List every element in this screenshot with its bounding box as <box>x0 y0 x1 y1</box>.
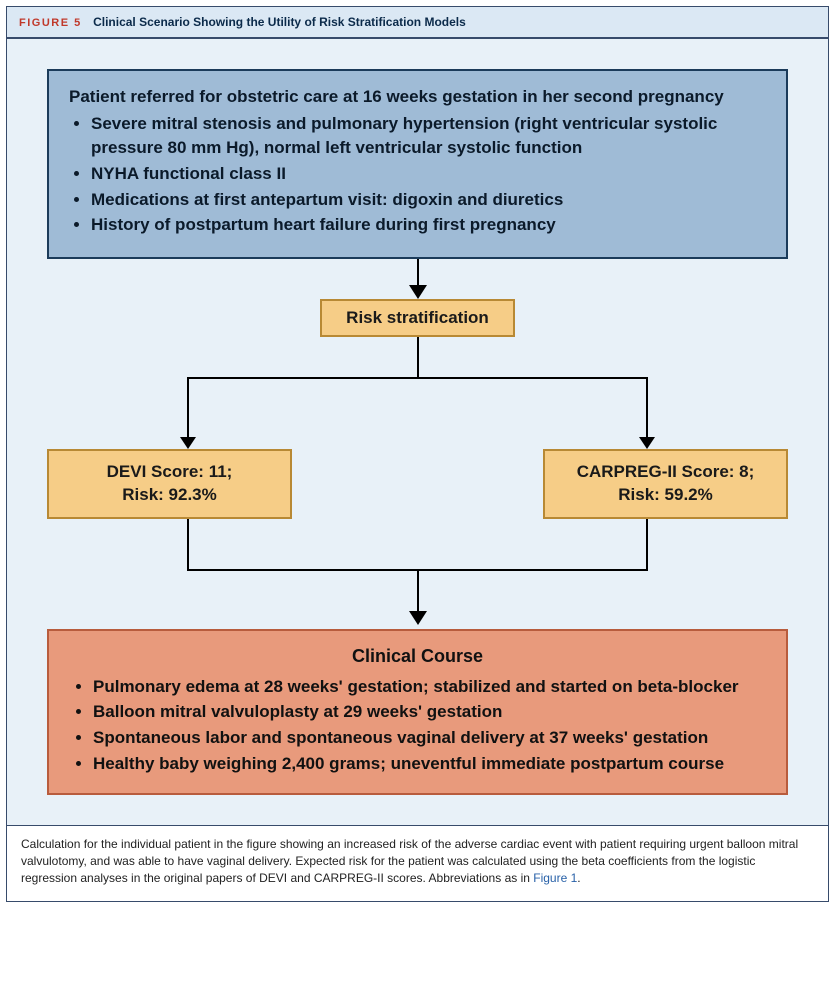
clinical-bullet: Healthy baby weighing 2,400 grams; uneve… <box>93 752 764 777</box>
carpreg-score-line2: Risk: 59.2% <box>561 484 770 507</box>
figure-container: FIGURE 5 Clinical Scenario Showing the U… <box>6 6 829 902</box>
devi-score-line2: Risk: 92.3% <box>65 484 274 507</box>
carpreg-score-line1: CARPREG-II Score: 8; <box>561 461 770 484</box>
figure-1-link[interactable]: Figure 1 <box>533 871 577 885</box>
patient-bullet: Medications at first antepartum visit: d… <box>91 188 766 213</box>
connector-line <box>187 377 189 437</box>
connector-line <box>646 519 648 569</box>
devi-score-line1: DEVI Score: 11; <box>65 461 274 484</box>
arrow-down-icon <box>409 285 427 299</box>
flowchart-canvas: Patient referred for obstetric care at 1… <box>7 39 828 825</box>
connector-line <box>187 519 189 569</box>
connector-line <box>417 569 419 611</box>
risk-stratification-node: Risk stratification <box>320 299 515 337</box>
patient-bullet: NYHA functional class II <box>91 162 766 187</box>
figure-caption: Calculation for the individual patient i… <box>7 825 828 900</box>
merge-connector <box>47 519 788 629</box>
connector-line <box>187 377 648 379</box>
patient-box: Patient referred for obstetric care at 1… <box>47 69 788 259</box>
patient-bullet: History of postpartum heart failure duri… <box>91 213 766 238</box>
arrow-down-icon <box>180 437 196 449</box>
arrow-down-icon <box>409 611 427 625</box>
patient-bullet: Severe mitral stenosis and pulmonary hyp… <box>91 112 766 161</box>
figure-label: FIGURE 5 <box>19 17 82 29</box>
devi-score-box: DEVI Score: 11; Risk: 92.3% <box>47 449 292 519</box>
clinical-course-box: Clinical Course Pulmonary edema at 28 we… <box>47 629 788 796</box>
connector-line <box>646 377 648 437</box>
clinical-bullet: Balloon mitral valvuloplasty at 29 weeks… <box>93 700 764 725</box>
caption-text: Calculation for the individual patient i… <box>21 837 798 885</box>
scores-row: DEVI Score: 11; Risk: 92.3% CARPREG-II S… <box>47 449 788 519</box>
clinical-bullet: Spontaneous labor and spontaneous vagina… <box>93 726 764 751</box>
carpreg-score-box: CARPREG-II Score: 8; Risk: 59.2% <box>543 449 788 519</box>
connector-line <box>417 337 419 377</box>
figure-header: FIGURE 5 Clinical Scenario Showing the U… <box>7 7 828 39</box>
caption-text-after: . <box>577 871 580 885</box>
branch-connector <box>47 337 788 457</box>
patient-lead: Patient referred for obstetric care at 1… <box>69 85 766 110</box>
clinical-course-title: Clinical Course <box>71 643 764 669</box>
clinical-bullet: Pulmonary edema at 28 weeks' gestation; … <box>93 675 764 700</box>
clinical-course-list: Pulmonary edema at 28 weeks' gestation; … <box>71 675 764 777</box>
patient-bullet-list: Severe mitral stenosis and pulmonary hyp… <box>69 112 766 238</box>
figure-title: Clinical Scenario Showing the Utility of… <box>93 15 466 29</box>
connector-line <box>417 259 419 285</box>
arrow-down-icon <box>639 437 655 449</box>
